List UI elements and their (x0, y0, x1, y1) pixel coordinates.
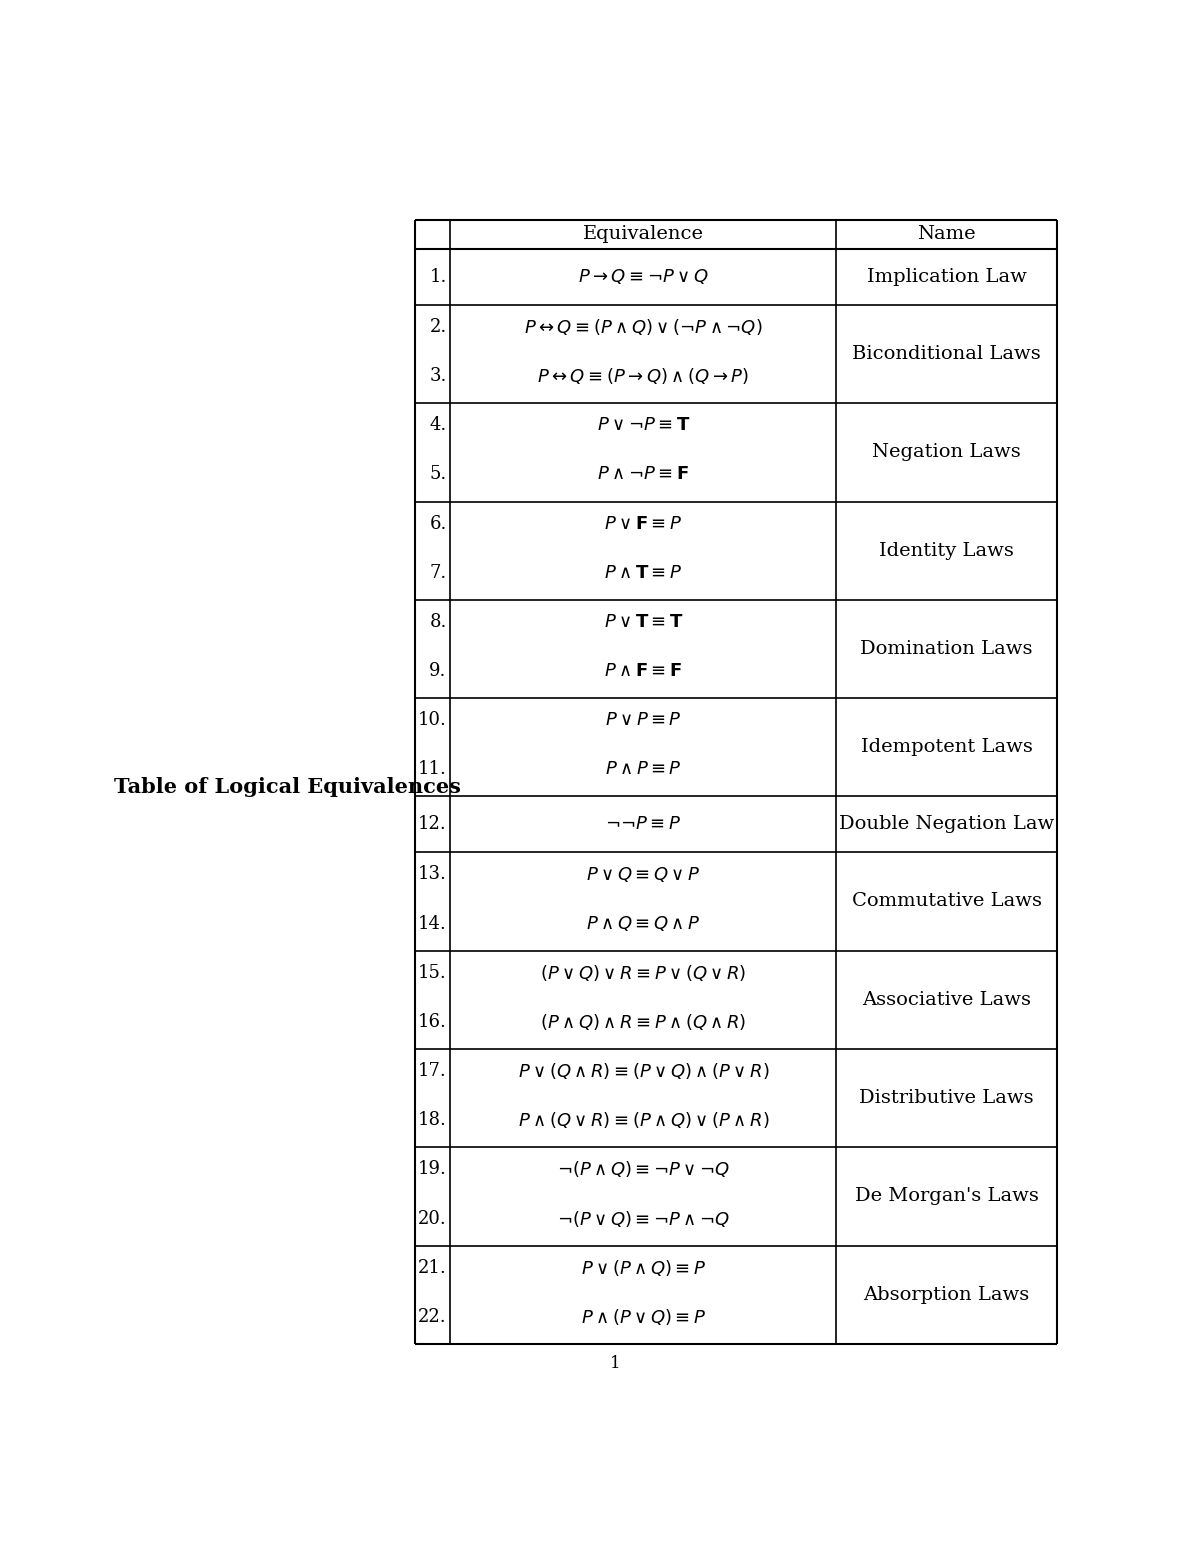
Text: $P \wedge P \equiv P$: $P \wedge P \equiv P$ (605, 761, 682, 778)
Text: Name: Name (917, 225, 976, 244)
Text: Distributive Laws: Distributive Laws (859, 1089, 1034, 1107)
Text: 11.: 11. (418, 761, 446, 778)
Text: 9.: 9. (430, 662, 446, 680)
Text: 21.: 21. (418, 1258, 446, 1277)
Text: 2.: 2. (430, 318, 446, 335)
Text: $P \leftrightarrow Q \equiv (P \wedge Q) \vee ({\neg}P \wedge {\neg}Q)$: $P \leftrightarrow Q \equiv (P \wedge Q)… (524, 317, 763, 337)
Text: $P \vee {\neg}P \equiv \mathbf{T}$: $P \vee {\neg}P \equiv \mathbf{T}$ (596, 416, 690, 435)
Bar (415, 221, 1057, 1343)
Text: $P \vee P \equiv P$: $P \vee P \equiv P$ (605, 711, 682, 730)
Text: $P \rightarrow Q \equiv {\neg}P \vee Q$: $P \rightarrow Q \equiv {\neg}P \vee Q$ (578, 267, 709, 286)
Text: $P \wedge \mathbf{T} \equiv P$: $P \wedge \mathbf{T} \equiv P$ (605, 564, 683, 582)
Text: $P \vee \mathbf{F} \equiv P$: $P \vee \mathbf{F} \equiv P$ (605, 514, 683, 533)
Text: 20.: 20. (418, 1210, 446, 1227)
Text: Commutative Laws: Commutative Laws (852, 893, 1042, 910)
Text: ${\neg}{\neg}P \equiv P$: ${\neg}{\neg}P \equiv P$ (605, 815, 682, 834)
Text: Associative Laws: Associative Laws (862, 991, 1031, 1009)
Text: 6.: 6. (430, 514, 446, 533)
Text: $P \vee (P \wedge Q) \equiv P$: $P \vee (P \wedge Q) \equiv P$ (581, 1258, 706, 1278)
Text: $P \vee \mathbf{T} \equiv \mathbf{T}$: $P \vee \mathbf{T} \equiv \mathbf{T}$ (604, 613, 683, 631)
Text: $P \wedge \mathbf{F} \equiv \mathbf{F}$: $P \wedge \mathbf{F} \equiv \mathbf{F}$ (605, 662, 683, 680)
Text: Table of Logical Equivalences: Table of Logical Equivalences (114, 776, 461, 797)
Text: 12.: 12. (418, 815, 446, 834)
Text: $P \vee Q \equiv Q \vee P$: $P \vee Q \equiv Q \vee P$ (586, 865, 701, 884)
Text: 22.: 22. (418, 1308, 446, 1326)
Text: 1: 1 (610, 1354, 620, 1371)
Text: 15.: 15. (418, 964, 446, 981)
Text: Biconditional Laws: Biconditional Laws (852, 345, 1040, 363)
Text: 4.: 4. (430, 416, 446, 435)
Text: Idempotent Laws: Idempotent Laws (860, 738, 1032, 756)
Text: $(P \vee Q) \vee R \equiv P \vee (Q \vee R)$: $(P \vee Q) \vee R \equiv P \vee (Q \vee… (540, 963, 746, 983)
Text: 7.: 7. (430, 564, 446, 582)
Text: 3.: 3. (430, 367, 446, 385)
Text: $P \wedge {\neg}P \equiv \mathbf{F}$: $P \wedge {\neg}P \equiv \mathbf{F}$ (598, 466, 689, 483)
Text: Absorption Laws: Absorption Laws (864, 1286, 1030, 1303)
Text: ${\neg}(P \vee Q) \equiv {\neg}P \wedge {\neg}Q$: ${\neg}(P \vee Q) \equiv {\neg}P \wedge … (557, 1208, 730, 1228)
Text: $(P \wedge Q) \wedge R \equiv P \wedge (Q \wedge R)$: $(P \wedge Q) \wedge R \equiv P \wedge (… (540, 1013, 746, 1031)
Text: Domination Laws: Domination Laws (860, 640, 1033, 658)
Text: Equivalence: Equivalence (583, 225, 704, 244)
Text: Negation Laws: Negation Laws (872, 443, 1021, 461)
Text: De Morgan's Laws: De Morgan's Laws (854, 1188, 1038, 1205)
Text: 8.: 8. (430, 613, 446, 631)
Text: $P \vee (Q \wedge R) \equiv (P \vee Q) \wedge (P \vee R)$: $P \vee (Q \wedge R) \equiv (P \vee Q) \… (517, 1061, 769, 1081)
Text: 14.: 14. (418, 915, 446, 933)
Text: ${\neg}(P \wedge Q) \equiv {\neg}P \vee {\neg}Q$: ${\neg}(P \wedge Q) \equiv {\neg}P \vee … (557, 1160, 730, 1179)
Text: 18.: 18. (418, 1112, 446, 1129)
Text: 13.: 13. (418, 865, 446, 884)
Text: $P \wedge Q \equiv Q \wedge P$: $P \wedge Q \equiv Q \wedge P$ (586, 915, 701, 933)
Text: $P \wedge (Q \vee R) \equiv (P \wedge Q) \vee (P \wedge R)$: $P \wedge (Q \vee R) \equiv (P \wedge Q)… (517, 1110, 769, 1131)
Text: Double Negation Law: Double Negation Law (839, 815, 1054, 834)
Text: 19.: 19. (418, 1160, 446, 1179)
Text: Implication Law: Implication Law (866, 269, 1026, 286)
Text: 1.: 1. (430, 269, 446, 286)
Text: 16.: 16. (418, 1013, 446, 1031)
Text: $P \wedge (P \vee Q) \equiv P$: $P \wedge (P \vee Q) \equiv P$ (581, 1308, 706, 1326)
Text: $P \leftrightarrow Q \equiv (P \rightarrow Q) \wedge (Q \rightarrow P)$: $P \leftrightarrow Q \equiv (P \rightarr… (538, 367, 750, 387)
Text: 10.: 10. (418, 711, 446, 730)
Text: 5.: 5. (430, 466, 446, 483)
Text: 17.: 17. (418, 1062, 446, 1079)
Text: Identity Laws: Identity Laws (880, 542, 1014, 559)
